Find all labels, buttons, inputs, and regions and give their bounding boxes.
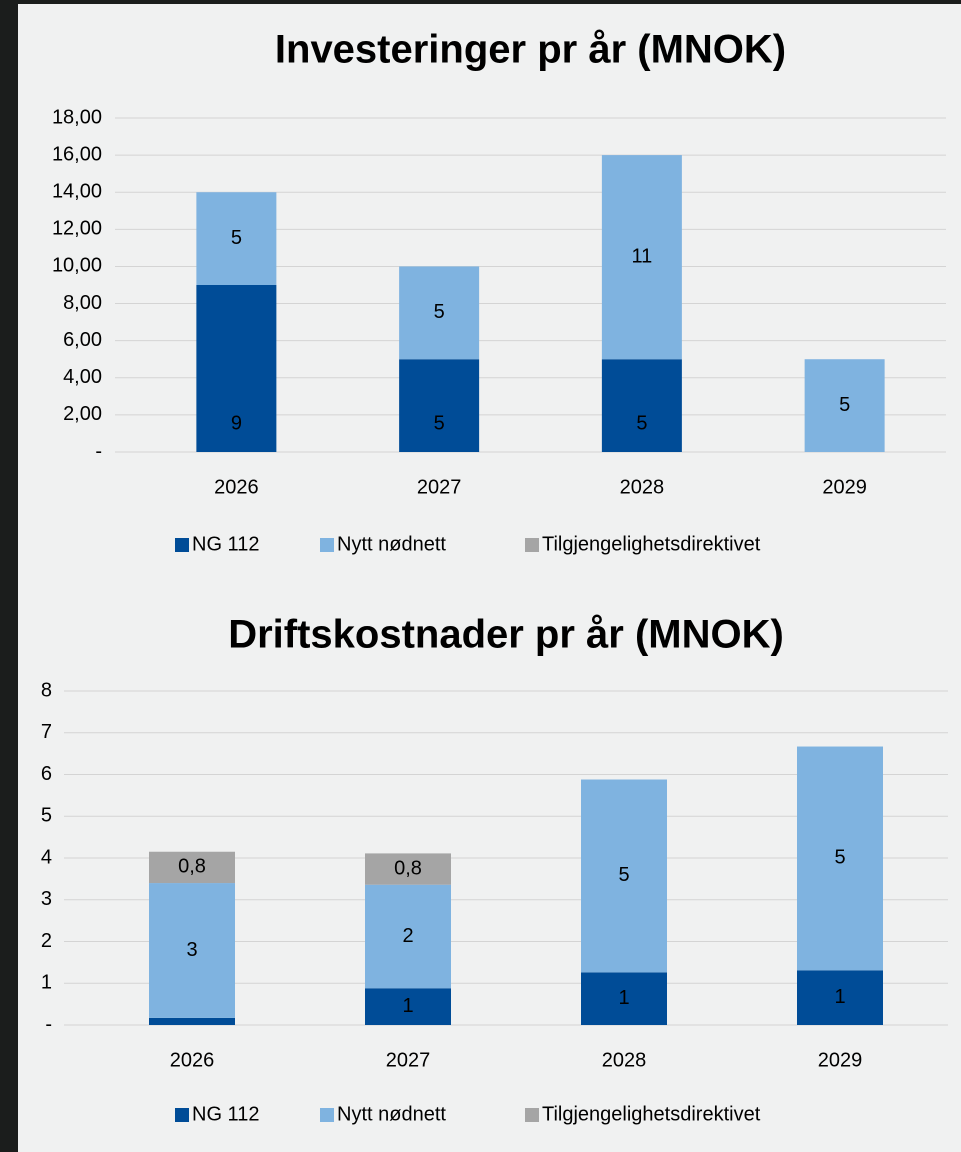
legend-swatch (175, 1108, 189, 1122)
bar-segment (149, 883, 235, 1018)
y-tick-label: 18,00 (52, 106, 102, 128)
data-label: 1 (834, 986, 845, 1008)
data-label: 5 (618, 864, 629, 886)
legend-swatch (525, 538, 539, 552)
data-label: 1 (402, 995, 413, 1017)
bar-segment (399, 266, 480, 360)
y-tick-label: 5 (41, 805, 52, 827)
bar-segment (196, 285, 277, 452)
bar-segment (601, 359, 682, 452)
data-label: 5 (231, 227, 242, 249)
y-tick-label: 4,00 (63, 366, 102, 388)
y-tick-label: 12,00 (52, 218, 102, 240)
y-tick-label: 16,00 (52, 143, 102, 165)
y-tick-label: 7 (41, 721, 52, 743)
data-label: 0,8 (394, 857, 422, 879)
data-label: 0,8 (178, 856, 206, 878)
data-label: 5 (834, 847, 845, 869)
y-tick-label: 14,00 (52, 181, 102, 203)
data-label: 5 (636, 412, 647, 434)
legend-label: NG 112 (192, 1103, 259, 1125)
bar-segment (797, 970, 883, 1025)
bar-segment (804, 359, 885, 452)
x-tick-label: 2027 (417, 476, 462, 498)
legend-label: Tilgjengelighetsdirektivet (542, 533, 761, 555)
y-tick-label: 2,00 (63, 403, 102, 425)
x-tick-label: 2028 (602, 1049, 647, 1071)
bar-segment (196, 192, 277, 285)
legend-swatch (525, 1108, 539, 1122)
y-tick-label: 6 (41, 763, 52, 785)
data-label: 5 (434, 412, 445, 434)
bar-segment (581, 972, 667, 1025)
x-tick-label: 2026 (214, 476, 259, 498)
bar-segment (365, 884, 451, 989)
y-tick-label: - (45, 1013, 52, 1035)
data-label: 2 (402, 925, 413, 947)
y-tick-label: 1 (41, 972, 52, 994)
x-tick-label: 2029 (822, 476, 867, 498)
data-label: 5 (434, 301, 445, 323)
legend-swatch (320, 538, 334, 552)
y-tick-label: 2 (41, 930, 52, 952)
x-tick-label: 2028 (620, 476, 665, 498)
bar-segment (581, 779, 667, 973)
y-tick-label: 4 (41, 846, 52, 868)
data-label: 3 (186, 939, 197, 961)
bar-segment (365, 988, 451, 1025)
legend-swatch (175, 538, 189, 552)
data-label: 9 (231, 412, 242, 434)
x-tick-label: 2027 (386, 1049, 431, 1071)
bar-segment (399, 359, 480, 452)
y-tick-label: 6,00 (63, 329, 102, 351)
y-tick-label: 8 (41, 679, 52, 701)
bar-segment (149, 851, 235, 884)
legend-label: Nytt nødnett (337, 1103, 446, 1125)
bar-segment (365, 853, 451, 885)
data-label: 5 (839, 394, 850, 416)
y-tick-label: 10,00 (52, 255, 102, 277)
data-label: 11 (631, 245, 652, 267)
bar-segment (149, 1017, 235, 1025)
bar-segment (797, 746, 883, 971)
x-tick-label: 2029 (818, 1049, 863, 1071)
data-label: 1 (618, 987, 629, 1009)
y-tick-label: 3 (41, 888, 52, 910)
legend-label: Tilgjengelighetsdirektivet (542, 1103, 761, 1125)
y-tick-label: 8,00 (63, 292, 102, 314)
chart-title: Driftskostnader pr år (MNOK) (228, 613, 784, 657)
legend-label: NG 112 (192, 533, 259, 555)
chart-title: Investeringer pr år (MNOK) (275, 28, 786, 72)
y-tick-label: - (95, 440, 102, 462)
x-tick-label: 2026 (170, 1049, 215, 1071)
legend-label: Nytt nødnett (337, 533, 446, 555)
legend-swatch (320, 1108, 334, 1122)
bar-segment (601, 155, 682, 360)
